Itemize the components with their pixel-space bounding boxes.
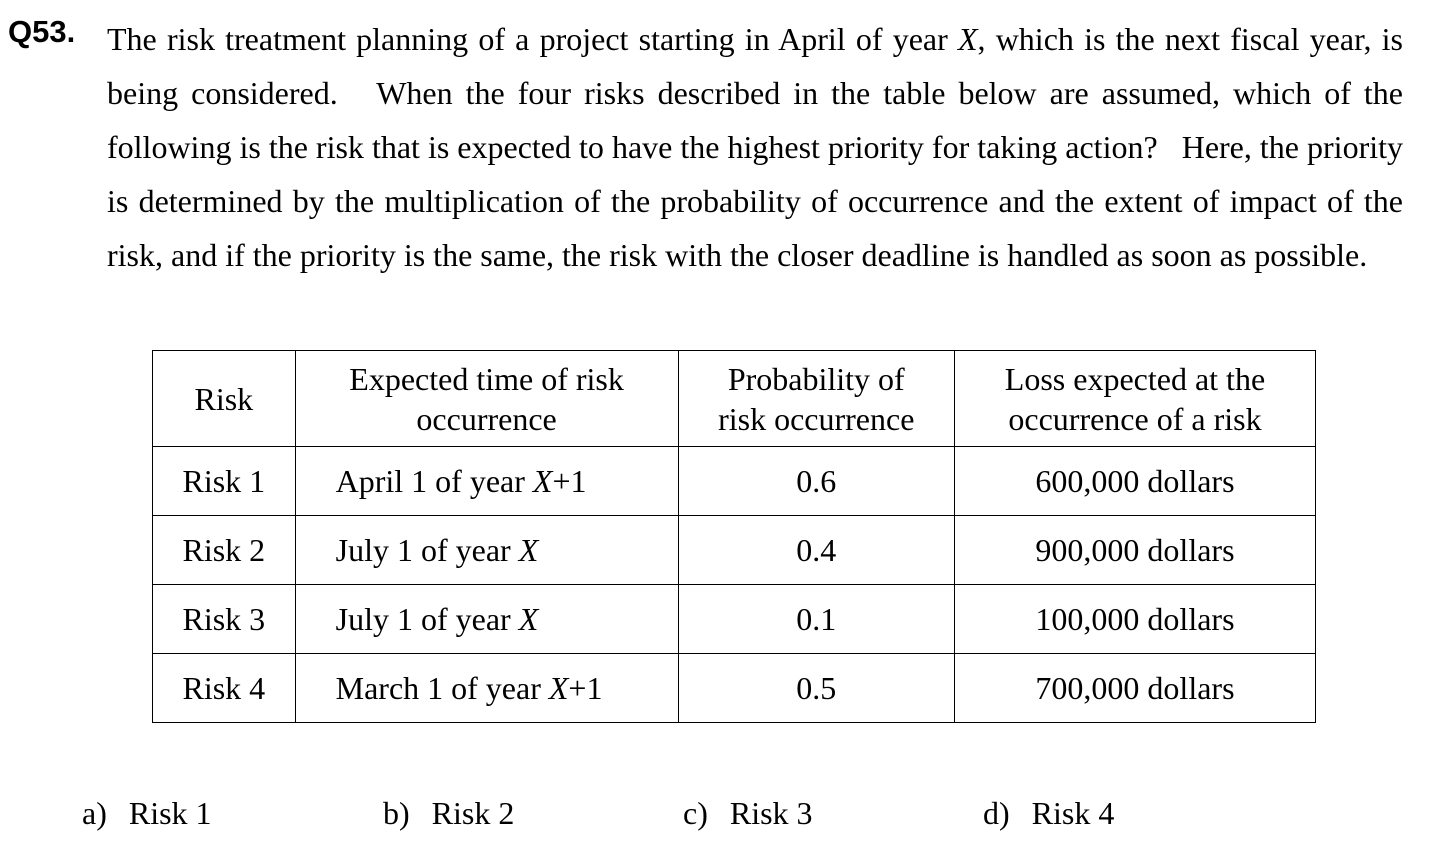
header-probability-line2: risk occurrence [718, 400, 915, 437]
cell-probability: 0.4 [677, 515, 955, 585]
cell-time-text: April 1 of year [335, 462, 533, 499]
cell-time-text: March 1 of year [335, 669, 549, 706]
question-text-variable: X [957, 21, 978, 57]
cell-time: July 1 of year X [294, 515, 679, 585]
answer-options: a) Risk 1 b) Risk 2 c) Risk 3 d) Risk 4 [0, 790, 1450, 836]
question-text-part: The risk treatment planning of a project… [107, 21, 958, 57]
answer-letter: d) [983, 795, 1010, 831]
header-loss-line1: Loss expected at the [1004, 360, 1266, 397]
table-header-row: Risk Expected time of risk occurrence Pr… [152, 350, 1317, 447]
cell-risk: Risk 1 [152, 446, 296, 516]
cell-time-text: July 1 of year [335, 600, 519, 637]
cell-risk: Risk 3 [152, 584, 296, 654]
table-row: Risk 3 July 1 of year X 0.1 100,000 doll… [152, 584, 1317, 654]
answer-label: Risk 2 [431, 795, 515, 831]
question-text-part: , which is the next fiscal year, is bein… [107, 21, 1412, 273]
cell-time-variable: X [548, 669, 569, 706]
header-probability-line1: Probability of [727, 360, 905, 397]
header-probability: Probability of risk occurrence [677, 350, 955, 447]
table-row: Risk 2 July 1 of year X 0.4 900,000 doll… [152, 515, 1317, 585]
question-text: The risk treatment planning of a project… [107, 12, 1403, 282]
header-expected-time: Expected time of risk occurrence [294, 350, 679, 447]
cell-time: July 1 of year X [294, 584, 679, 654]
header-expected-time-line1: Expected time of risk [349, 360, 624, 397]
risk-table: Risk Expected time of risk occurrence Pr… [152, 350, 1317, 723]
cell-probability: 0.6 [677, 446, 955, 516]
header-loss: Loss expected at the occurrence of a ris… [953, 350, 1317, 447]
cell-time-suffix: +1 [552, 462, 587, 499]
answer-option-a[interactable]: a) Risk 1 [82, 790, 212, 836]
answer-option-b[interactable]: b) Risk 2 [383, 790, 514, 836]
answer-label: Risk 3 [729, 795, 813, 831]
answer-option-c[interactable]: c) Risk 3 [683, 790, 813, 836]
answer-letter: b) [383, 795, 410, 831]
cell-time-variable: X [532, 462, 553, 499]
answer-label: Risk 4 [1031, 795, 1115, 831]
cell-probability: 0.1 [677, 584, 955, 654]
cell-time-variable: X [518, 600, 539, 637]
header-risk: Risk [152, 350, 296, 447]
header-expected-time-line2: occurrence [416, 400, 557, 437]
cell-probability: 0.5 [677, 653, 955, 723]
cell-risk: Risk 4 [152, 653, 296, 723]
cell-risk: Risk 2 [152, 515, 296, 585]
cell-loss: 700,000 dollars [953, 653, 1317, 723]
answer-option-d[interactable]: d) Risk 4 [983, 790, 1114, 836]
cell-loss: 600,000 dollars [953, 446, 1317, 516]
cell-time: April 1 of year X+1 [294, 446, 679, 516]
cell-time: March 1 of year X+1 [294, 653, 679, 723]
table-row: Risk 1 April 1 of year X+1 0.6 600,000 d… [152, 446, 1317, 516]
answer-label: Risk 1 [128, 795, 212, 831]
table-row: Risk 4 March 1 of year X+1 0.5 700,000 d… [152, 653, 1317, 723]
header-loss-line2: occurrence of a risk [1008, 400, 1262, 437]
answer-letter: c) [683, 795, 708, 831]
answer-letter: a) [82, 795, 107, 831]
question-number: Q53. [8, 14, 76, 49]
cell-time-suffix: +1 [568, 669, 603, 706]
cell-time-variable: X [518, 531, 539, 568]
cell-loss: 100,000 dollars [953, 584, 1317, 654]
cell-time-text: July 1 of year [335, 531, 519, 568]
cell-loss: 900,000 dollars [953, 515, 1317, 585]
